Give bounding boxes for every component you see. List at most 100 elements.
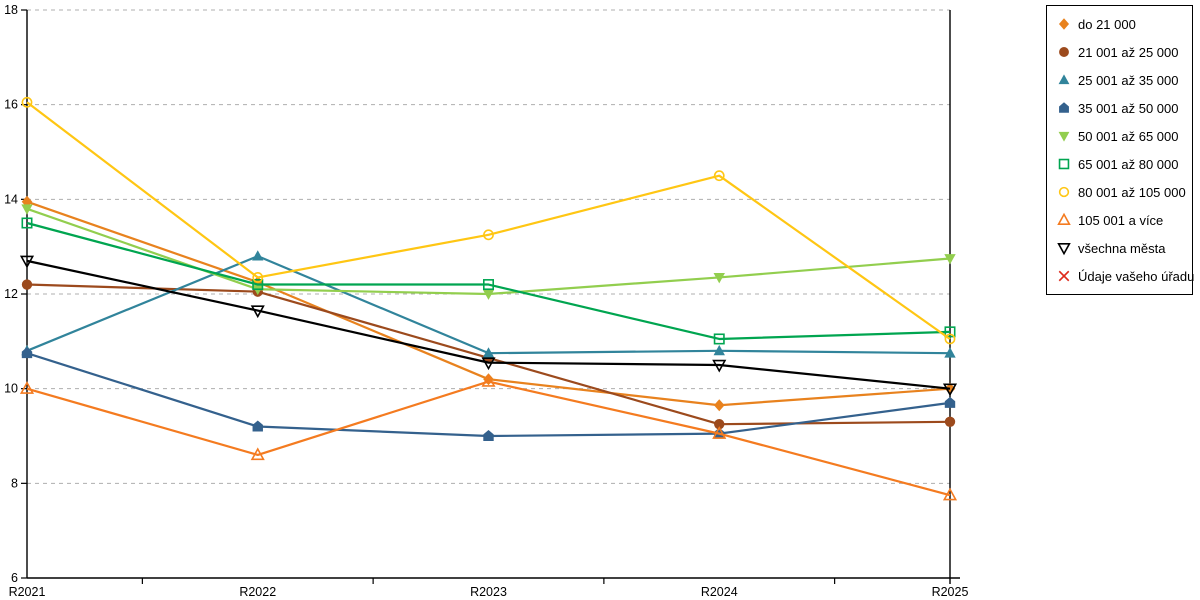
marker-diamond <box>1058 18 1070 30</box>
series-7 <box>19 374 958 501</box>
marker-triangle-up <box>944 347 956 358</box>
series-0 <box>21 195 956 412</box>
x-tick-label: R2023 <box>470 585 507 599</box>
marker-diamond <box>713 399 725 412</box>
marker-triangle-up <box>712 426 727 439</box>
marker-circle <box>1059 47 1069 57</box>
marker-triangle-up <box>713 344 725 356</box>
triangle-up-legend-icon <box>1057 212 1071 225</box>
x-tick-label: R2025 <box>932 585 969 599</box>
triangle-down-legend-icon <box>1057 243 1071 256</box>
legend-item-0: do 21 000 <box>1056 16 1192 32</box>
marker-triangle-up <box>482 347 495 358</box>
marker-triangle-down <box>19 255 35 269</box>
marker-triangle-down <box>21 204 33 215</box>
legend-label: všechna města <box>1078 240 1166 256</box>
legend-label: do 21 000 <box>1078 16 1136 32</box>
y-tick-label: 8 <box>11 476 18 490</box>
legend-item-6: 80 001 až 105 000 <box>1056 184 1192 200</box>
marker-triangle-up <box>1058 74 1070 85</box>
marker-square <box>482 279 494 291</box>
marker-circle <box>1058 186 1070 198</box>
marker-square <box>713 333 725 345</box>
y-tick-label: 14 <box>4 192 18 206</box>
marker-triangle-up <box>1057 212 1071 225</box>
series-line <box>26 259 951 390</box>
marker-circle <box>483 229 494 241</box>
marker-circle <box>252 272 264 283</box>
series-5 <box>21 217 956 345</box>
circle-legend-icon <box>1059 47 1069 57</box>
marker-pentagon <box>944 396 956 408</box>
series-6 <box>21 96 956 345</box>
legend-item-1: 21 001 až 25 000 <box>1056 44 1192 60</box>
series-3 <box>21 347 956 441</box>
marker-triangle-down <box>1057 243 1071 256</box>
x-tick-label: R2021 <box>9 585 46 599</box>
series-line <box>26 207 951 296</box>
marker-triangle-down <box>712 359 727 373</box>
legend-item-2: 25 001 až 35 000 <box>1056 72 1192 88</box>
legend-label: 50 001 až 65 000 <box>1078 128 1179 144</box>
legend-label: 80 001 až 105 000 <box>1078 184 1186 200</box>
marker-triangle-down <box>482 289 495 300</box>
x-legend-icon <box>1058 270 1070 282</box>
marker-pentagon <box>21 347 33 359</box>
legend-item-7: 105 001 a více <box>1056 212 1192 228</box>
marker-pentagon <box>483 430 494 441</box>
marker-x <box>1058 270 1070 282</box>
marker-square <box>252 279 264 291</box>
marker-circle <box>21 96 33 108</box>
square-legend-icon <box>1058 158 1070 170</box>
legend-item-8: všechna města <box>1056 240 1192 256</box>
triangle-up-legend-icon <box>1058 74 1070 85</box>
marker-triangle-down <box>481 357 496 371</box>
x-tick-label: R2022 <box>239 585 276 599</box>
legend-item-5: 65 001 až 80 000 <box>1056 156 1192 172</box>
marker-triangle-down <box>944 254 956 265</box>
y-tick-label: 6 <box>11 571 18 585</box>
marker-circle <box>714 418 725 430</box>
marker-triangle-up <box>250 447 265 461</box>
marker-triangle-down <box>942 383 958 397</box>
marker-circle <box>944 333 956 345</box>
marker-pentagon <box>1059 102 1069 113</box>
legend-label: 65 001 až 80 000 <box>1078 156 1179 172</box>
triangle-down-legend-icon <box>1058 131 1070 142</box>
legend-item-3: 35 001 až 50 000 <box>1056 100 1192 116</box>
legend-item-4: 50 001 až 65 000 <box>1056 128 1192 144</box>
legend-label: 35 001 až 50 000 <box>1078 100 1179 116</box>
marker-square <box>944 326 956 338</box>
legend: do 21 000 21 001 až 25 000 25 001 až 35 00… <box>1046 5 1195 295</box>
marker-square <box>21 217 33 229</box>
circle-legend-icon <box>1058 186 1070 198</box>
legend-item-9: Údaje vašeho úřadu <box>1056 268 1195 284</box>
y-tick-label: 18 <box>4 3 18 17</box>
marker-triangle-down <box>250 305 265 319</box>
marker-triangle-up <box>481 374 496 387</box>
legend-label: 21 001 až 25 000 <box>1078 44 1179 60</box>
x-tick-label: R2024 <box>701 585 738 599</box>
marker-triangle-up <box>252 250 264 261</box>
series-8 <box>19 255 958 397</box>
marker-circle <box>713 170 725 182</box>
y-tick-label: 12 <box>4 287 18 301</box>
series-line <box>26 221 951 341</box>
marker-circle <box>21 279 33 290</box>
marker-triangle-up <box>942 487 958 501</box>
marker-triangle-down <box>1058 131 1070 142</box>
y-tick-label: 10 <box>4 382 18 396</box>
marker-triangle-down <box>713 273 725 284</box>
series-line <box>26 101 951 340</box>
marker-square <box>1058 158 1070 170</box>
marker-triangle-up <box>19 381 35 394</box>
diamond-legend-icon <box>1058 18 1070 30</box>
legend-label: Údaje vašeho úřadu <box>1078 268 1195 284</box>
marker-pentagon <box>252 420 263 432</box>
series-line <box>26 380 951 497</box>
legend-label: 25 001 až 35 000 <box>1078 72 1179 88</box>
marker-circle <box>944 416 956 427</box>
legend-label: 105 001 a více <box>1078 212 1164 228</box>
